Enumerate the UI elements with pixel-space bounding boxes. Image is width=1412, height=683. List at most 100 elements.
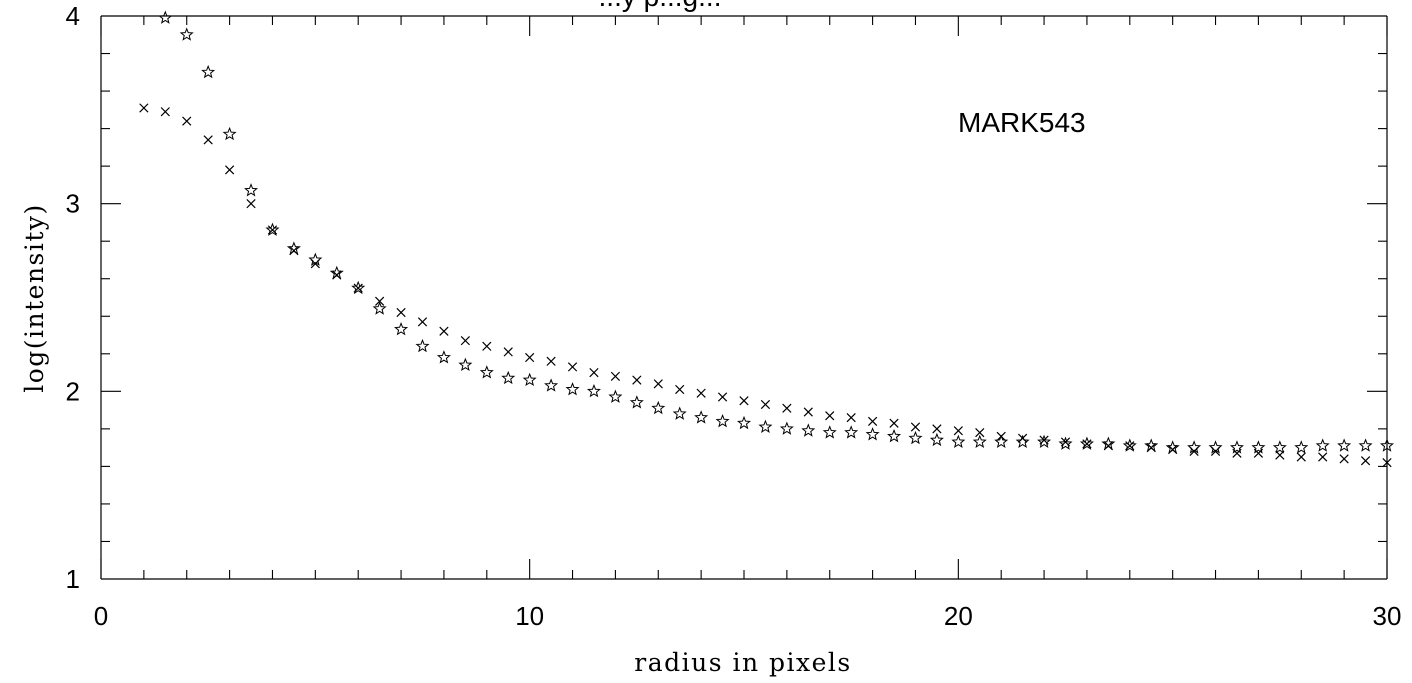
star-marker bbox=[608, 389, 623, 403]
star-marker bbox=[222, 126, 237, 141]
star-marker bbox=[1144, 438, 1159, 452]
cross-marker bbox=[567, 362, 578, 372]
axis-ticks bbox=[100, 15, 1388, 580]
cross-marker bbox=[182, 116, 192, 126]
plot-frame bbox=[100, 15, 1388, 580]
star-marker bbox=[822, 425, 837, 439]
cross-marker bbox=[1318, 452, 1328, 462]
data-markers bbox=[139, 10, 1395, 468]
star-marker bbox=[715, 413, 730, 428]
cross-marker bbox=[867, 416, 878, 426]
tick-labels: 0 10 20 30 1 2 3 4 bbox=[66, 1, 1402, 631]
star-marker bbox=[244, 183, 259, 197]
cross-marker bbox=[375, 296, 385, 306]
cross-marker bbox=[1018, 433, 1028, 443]
star-marker bbox=[286, 241, 301, 255]
x-tick-label: 30 bbox=[1373, 601, 1402, 631]
cross-marker bbox=[482, 341, 492, 351]
star-marker bbox=[694, 410, 709, 424]
cross-marker bbox=[825, 411, 835, 421]
object-label: MARK543 bbox=[958, 107, 1086, 138]
cross-marker bbox=[696, 388, 706, 398]
star-marker bbox=[1058, 436, 1073, 450]
star-marker bbox=[372, 301, 387, 315]
x-axis-title: radius in pixels bbox=[634, 648, 852, 677]
star-marker bbox=[351, 280, 366, 295]
cross-marker bbox=[760, 399, 771, 410]
y-axis-title: log(intensity) bbox=[20, 203, 49, 393]
star-marker bbox=[479, 365, 494, 379]
x-tick-label: 20 bbox=[944, 601, 973, 631]
x-tick-label: 0 bbox=[94, 601, 108, 631]
cross-marker bbox=[675, 384, 685, 395]
cross-marker bbox=[932, 424, 942, 434]
star-marker bbox=[265, 222, 280, 236]
cross-marker bbox=[975, 427, 985, 438]
cross-marker bbox=[439, 326, 449, 336]
x-tick-label: 10 bbox=[515, 601, 544, 631]
star-marker bbox=[436, 350, 451, 364]
star-marker bbox=[1294, 440, 1309, 454]
star-marker bbox=[1101, 436, 1116, 450]
star-marker bbox=[458, 357, 473, 372]
star-marker bbox=[929, 432, 944, 447]
star-marker bbox=[501, 370, 516, 385]
star-marker bbox=[1079, 436, 1094, 450]
star-marker bbox=[865, 427, 880, 441]
star-marker bbox=[522, 372, 537, 387]
cross-marker bbox=[139, 103, 149, 113]
cross-marker bbox=[246, 199, 256, 209]
star-marker bbox=[544, 378, 559, 392]
cross-marker bbox=[1382, 458, 1392, 468]
cross-marker bbox=[782, 403, 792, 413]
cross-marker bbox=[589, 367, 599, 378]
y-tick-label: 2 bbox=[66, 376, 80, 406]
cross-marker bbox=[417, 317, 428, 327]
cross-marker bbox=[846, 412, 856, 423]
star-marker bbox=[565, 382, 580, 396]
cross-marker bbox=[803, 407, 813, 417]
star-marker bbox=[951, 434, 966, 448]
cross-marker bbox=[632, 375, 642, 385]
star-marker bbox=[394, 322, 409, 336]
star-marker bbox=[158, 10, 173, 24]
cross-marker bbox=[653, 379, 663, 389]
y-tick-label: 4 bbox=[66, 1, 80, 31]
star-marker bbox=[415, 338, 430, 353]
cross-marker bbox=[1360, 456, 1371, 466]
y-tick-label: 1 bbox=[66, 564, 80, 594]
star-marker bbox=[1272, 440, 1287, 454]
cross-marker bbox=[203, 135, 213, 145]
star-marker bbox=[1187, 440, 1202, 454]
y-tick-label: 3 bbox=[66, 189, 80, 219]
cross-marker bbox=[910, 422, 921, 432]
cross-marker bbox=[1339, 454, 1349, 464]
star-marker bbox=[1358, 438, 1373, 452]
star-marker bbox=[1208, 440, 1223, 454]
star-marker bbox=[1015, 434, 1030, 448]
star-marker bbox=[629, 395, 644, 409]
star-marker bbox=[758, 419, 773, 433]
cross-marker bbox=[160, 107, 170, 117]
star-marker bbox=[179, 27, 194, 41]
star-marker bbox=[308, 252, 323, 266]
cross-marker bbox=[525, 352, 535, 363]
cross-marker bbox=[224, 165, 235, 175]
star-marker bbox=[672, 406, 687, 420]
cross-marker bbox=[610, 371, 621, 381]
star-marker bbox=[1037, 434, 1052, 448]
cross-marker bbox=[889, 418, 899, 428]
star-marker bbox=[779, 421, 794, 435]
star-marker bbox=[586, 383, 601, 398]
star-marker bbox=[1337, 438, 1352, 452]
star-marker bbox=[651, 400, 666, 415]
cross-marker bbox=[717, 392, 728, 402]
star-marker bbox=[1379, 438, 1395, 452]
star-marker bbox=[736, 415, 752, 430]
star-marker bbox=[1251, 440, 1266, 454]
chart-title: ...y p...g... bbox=[599, 0, 722, 12]
cross-marker bbox=[1296, 452, 1306, 462]
star-marker bbox=[329, 265, 344, 280]
star-marker bbox=[1315, 438, 1330, 452]
